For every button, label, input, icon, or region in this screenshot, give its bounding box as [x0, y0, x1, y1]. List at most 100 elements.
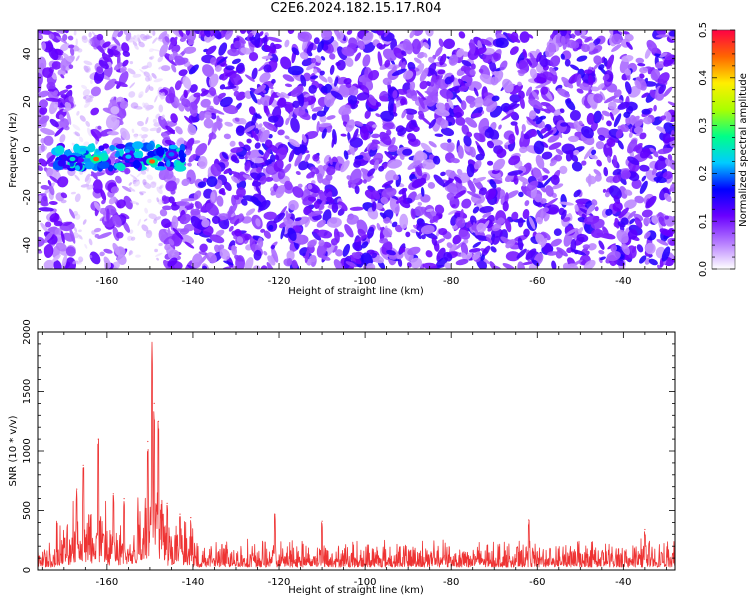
heatmap-blob	[571, 161, 583, 172]
heatmap-blob	[154, 95, 158, 103]
heatmap-blob	[320, 255, 331, 261]
heatmap-signal-blob	[73, 143, 81, 153]
heatmap-blob	[626, 245, 637, 259]
heatmap-blob	[157, 91, 166, 100]
heatmap-blob	[38, 207, 54, 212]
heatmap-blob	[150, 181, 157, 188]
heatmap-blob	[240, 47, 252, 55]
heatmap-blob	[233, 90, 240, 97]
heatmap-blob	[407, 160, 421, 170]
heatmap-blob	[370, 143, 378, 151]
heatmap-blob	[103, 256, 112, 269]
heatmap-blob	[76, 259, 83, 265]
heatmap-blob	[663, 137, 675, 143]
heatmap-blob	[246, 138, 252, 144]
heatmap-blob	[165, 93, 176, 104]
heatmap-blob	[114, 81, 128, 88]
heatmap-blob	[628, 132, 633, 138]
heatmap-blob	[463, 238, 469, 244]
heatmap-blob	[68, 64, 74, 69]
heatmap-blob	[291, 47, 300, 56]
heatmap-blob	[613, 113, 622, 128]
heatmap-blob	[534, 193, 543, 203]
heatmap-blob	[141, 126, 149, 132]
heatmap-blob	[164, 169, 174, 180]
heatmap-blob	[248, 51, 259, 62]
heatmap-blob	[553, 228, 562, 237]
heatmap-blob	[409, 30, 415, 39]
heatmap-blob	[298, 160, 309, 171]
heatmap-blob	[59, 225, 71, 232]
heatmap-blob	[205, 202, 219, 216]
heatmap-blob	[450, 74, 455, 83]
heatmap-blob	[490, 246, 497, 253]
heatmap-blob	[476, 222, 487, 233]
snr-peak-point	[528, 519, 530, 521]
heatmap-blob	[447, 121, 453, 127]
heatmap-blob	[409, 257, 423, 269]
heatmap-blob	[428, 68, 438, 77]
heatmap-blob	[288, 138, 301, 148]
heatmap-blob	[46, 81, 56, 91]
heatmap-blob	[440, 127, 455, 137]
heatmap-blob	[277, 168, 286, 180]
heatmap-blob	[544, 197, 558, 207]
heatmap-signal-blob	[124, 149, 130, 154]
heatmap-blob	[668, 30, 675, 37]
heatmap-blob	[128, 91, 136, 98]
snr-line-plot	[38, 332, 675, 568]
heatmap-blob	[40, 184, 50, 190]
heatmap-blob	[174, 55, 186, 65]
heatmap-blob	[275, 184, 286, 199]
heatmap-blob	[56, 36, 68, 44]
heatmap-blob	[60, 192, 68, 199]
heatmap-blob	[426, 212, 434, 220]
heatmap-blob	[330, 90, 344, 100]
heatmap-x-tick-label: -80	[443, 276, 459, 287]
heatmap-blob	[84, 65, 91, 73]
heatmap-blob	[524, 200, 530, 207]
heatmap-blob	[380, 196, 389, 205]
heatmap-blob	[100, 188, 107, 201]
heatmap-blob	[82, 219, 87, 225]
heatmap-blob	[565, 228, 578, 236]
heatmap-blob	[422, 159, 436, 170]
heatmap-blob	[292, 186, 304, 198]
heatmap-blob	[38, 32, 44, 40]
heatmap-blob	[78, 229, 82, 233]
heatmap-blob	[491, 223, 502, 232]
heatmap-blob	[349, 255, 362, 265]
heatmap-blob	[313, 200, 320, 209]
heatmap-blob	[38, 236, 45, 247]
heatmap-blob	[197, 156, 208, 169]
heatmap-blob	[148, 48, 154, 53]
heatmap-blob	[111, 45, 117, 51]
heatmap-blob	[342, 107, 352, 115]
heatmap-blob	[439, 88, 454, 100]
heatmap-blob	[290, 117, 300, 133]
heatmap-blob	[639, 73, 645, 79]
heatmap-blob	[112, 36, 121, 47]
heatmap-blob	[643, 217, 651, 225]
heatmap-blob	[366, 226, 375, 239]
snr-x-tick-label: -60	[529, 577, 545, 588]
heatmap-blob	[627, 139, 638, 154]
heatmap-blob	[583, 259, 596, 269]
heatmap-blob	[466, 163, 475, 178]
heatmap-blob	[253, 265, 260, 269]
heatmap-blob	[43, 245, 52, 256]
heatmap-blob	[164, 139, 176, 146]
heatmap-blob	[388, 255, 397, 260]
heatmap-blob	[200, 89, 210, 97]
heatmap-blob	[65, 84, 73, 90]
heatmap-blob	[646, 39, 658, 53]
heatmap-blob	[545, 204, 560, 215]
heatmap-blob	[478, 187, 487, 196]
heatmap-blob	[415, 63, 425, 76]
heatmap-blob	[523, 228, 530, 237]
heatmap-blob	[629, 218, 636, 225]
heatmap-blob	[141, 139, 145, 144]
heatmap-blob	[271, 78, 276, 84]
heatmap-blob	[522, 48, 528, 59]
heatmap-blob	[337, 201, 348, 212]
